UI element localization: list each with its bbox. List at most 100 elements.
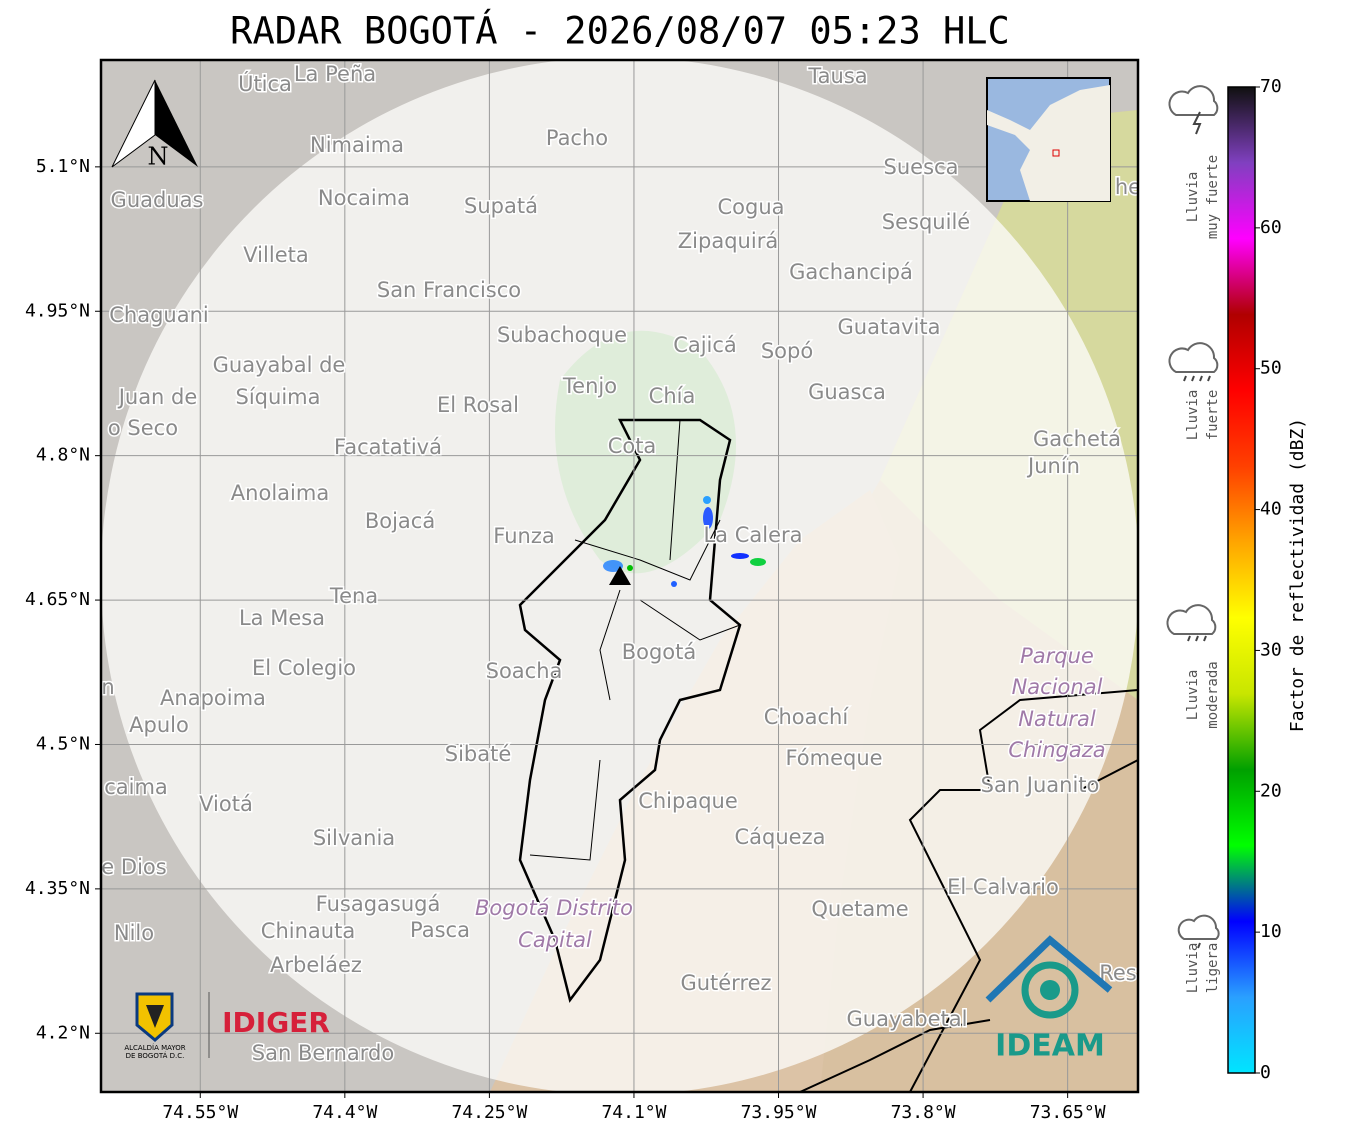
place-label: o Seco [108, 416, 178, 440]
place-label: Síquima [236, 385, 321, 409]
radar-site [609, 566, 631, 585]
place-label: Zipaquirá [678, 229, 778, 253]
place-label: Guayabetal [847, 1007, 968, 1031]
place-label: Supatá [464, 194, 538, 218]
rain-label: moderada [1205, 661, 1221, 728]
place-label: Cajicá [673, 333, 737, 357]
place-label: Tena [329, 584, 378, 608]
place-label: Facatativá [334, 435, 442, 459]
place-label: Sopó [761, 339, 813, 363]
alcaldia-text: ALCALDÍA MAYOR [124, 1043, 185, 1052]
x-tick-label: 74.1°W [601, 1102, 666, 1123]
rain-label: muy fuerte [1205, 155, 1221, 239]
colorbar-tick-label: 40 [1260, 499, 1282, 520]
place-label: El Colegio [252, 656, 356, 680]
rain-label: Lluvia [1185, 390, 1201, 441]
colorbar-fill [1227, 86, 1256, 1074]
radar-echoes [603, 496, 766, 587]
place-label: Fusagasugá [316, 892, 441, 916]
place-label: Chipaque [638, 789, 738, 813]
place-label: Sesquilé [882, 210, 970, 234]
place-label: Natural [1018, 707, 1096, 731]
x-tick-label: 74.25°W [451, 1102, 527, 1123]
place-label: Res [1099, 961, 1137, 985]
place-label: Bogotá Distrito [475, 896, 633, 920]
place-label: Chía [649, 384, 696, 408]
title: RADAR BOGOTÁ - 2026/08/07 05:23 HLC [230, 9, 1010, 53]
place-label: Suesca [884, 155, 959, 179]
place-label: La Peña [294, 62, 376, 86]
alcaldia-text: DE BOGOTÁ D.C. [126, 1051, 185, 1060]
place-label: Útica [238, 71, 292, 96]
place-label: La Calera [703, 523, 802, 547]
idiger-logo: IDIGER [222, 1006, 330, 1039]
x-tick-label: 73.95°W [741, 1102, 817, 1123]
place-label: San Bernardo [252, 1041, 394, 1065]
place-label: Nimaima [310, 133, 404, 157]
y-tick-label: 4.8°N [36, 445, 90, 466]
place-label: Funza [493, 524, 554, 548]
colorbar: 0 10 20 30 40 50 60 70 Factor de reflectividad (… [1227, 76, 1308, 1083]
colorbar-tick-label: 50 [1260, 358, 1282, 379]
place-label: El Rosal [437, 393, 519, 417]
ideam-logo: IDEAM [985, 935, 1113, 1064]
place-label: Silvania [313, 826, 395, 850]
place-label: Bojacá [365, 509, 435, 533]
x-tick-label: 74.55°W [162, 1102, 238, 1123]
place-label: El Calvario [947, 875, 1059, 899]
y-tick-label: 4.95°N [25, 300, 90, 321]
place-label: Subachoque [497, 323, 627, 347]
inset-map [986, 77, 1111, 202]
place-label: n [101, 675, 114, 699]
place-label: Nilo [114, 921, 154, 945]
place-label: La Mesa [239, 606, 325, 630]
place-label: Fómeque [785, 746, 882, 770]
place-label: Parque [1020, 644, 1094, 668]
place-label: Chingaza [1008, 738, 1105, 762]
place-label: he [1115, 175, 1141, 199]
north-arrow: N [111, 79, 198, 171]
y-tick-label: 4.5°N [36, 733, 90, 754]
place-label: Capital [518, 928, 592, 952]
place-label: Bogotá [622, 640, 697, 664]
place-label: Apulo [129, 713, 189, 737]
place-label: Anapoima [160, 686, 266, 710]
y-tick-label: 4.65°N [25, 589, 90, 610]
rain-label: Lluvia [1185, 172, 1201, 223]
place-label: San Francisco [377, 278, 521, 302]
place-label: Gachetá [1033, 427, 1121, 451]
alcaldia-logo: ALCALDÍA MAYOR DE BOGOTÁ D.C. IDIGER [124, 992, 330, 1060]
place-label: Pasca [410, 918, 470, 942]
rain-label: Lluvia [1185, 670, 1201, 721]
place-label: San Juanito [981, 773, 1100, 797]
place-labels: Útica La Peña Tausa Pacho Nimaima Suesca Guadu… [101, 61, 1141, 1067]
place-label: Chinauta [261, 919, 355, 943]
place-label: Cáqueza [735, 825, 826, 849]
place-label: Quetame [811, 897, 908, 921]
north-label: N [148, 143, 169, 171]
place-label: Gachancipá [789, 260, 913, 284]
x-tick-label: 73.8°W [891, 1102, 956, 1123]
place-label: Cogua [717, 195, 784, 219]
rain-label: Lluvia [1185, 943, 1201, 994]
place-label: Junín [1026, 454, 1080, 478]
place-label: Tausa [807, 64, 867, 88]
place-label: Tenjo [562, 374, 617, 398]
y-tick-label: 4.35°N [25, 878, 90, 899]
colorbar-tick-label: 70 [1260, 76, 1282, 97]
place-label: Soacha [486, 659, 563, 683]
place-label: Guasca [808, 380, 886, 404]
place-label: Juan de [117, 385, 198, 409]
place-label: Choachí [764, 705, 850, 729]
colorbar-tick-label: 60 [1260, 217, 1282, 238]
place-label: Cota [608, 434, 657, 458]
place-label: Viotá [199, 792, 253, 816]
map-frame [99, 58, 1140, 1094]
place-label: Arbeláez [270, 953, 362, 977]
y-tick-label: 5.1°N [36, 156, 90, 177]
place-label: Anolaima [231, 481, 329, 505]
colorbar-tick-label: 20 [1260, 780, 1282, 801]
place-label: e Dios [101, 855, 166, 879]
